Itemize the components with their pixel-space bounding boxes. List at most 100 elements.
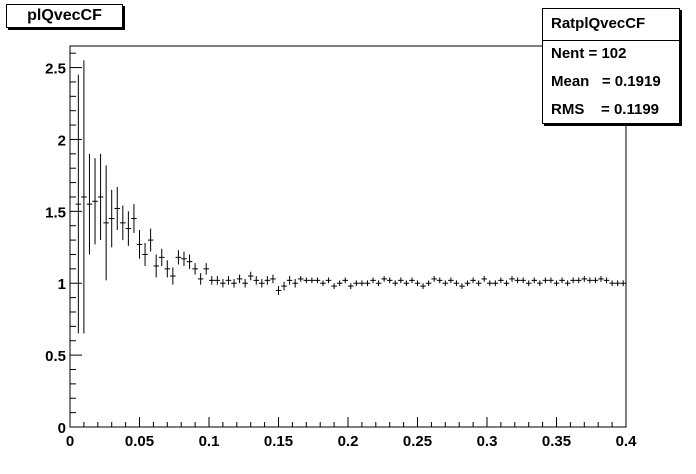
data-point [531, 277, 538, 284]
data-point [542, 277, 549, 284]
x-tick-label: 0.2 [338, 433, 359, 450]
data-point [620, 280, 626, 287]
data-point [320, 280, 326, 287]
data-point [475, 280, 482, 287]
y-tick-label: 0 [58, 420, 66, 437]
data-point [598, 276, 604, 282]
data-point [592, 277, 599, 284]
data-point [136, 230, 143, 259]
data-point [342, 277, 348, 284]
stats-rms-value: 0.1199 [613, 101, 660, 118]
data-point [487, 280, 493, 287]
data-point [453, 280, 460, 287]
data-point [281, 281, 287, 291]
data-point [364, 280, 371, 287]
data-point [509, 276, 515, 282]
data-point [92, 158, 98, 245]
data-point [442, 280, 449, 287]
data-point [459, 283, 465, 289]
data-point [309, 277, 315, 284]
data-point [370, 277, 376, 284]
data-point [537, 280, 543, 287]
data-point [336, 280, 343, 287]
data-point [587, 277, 593, 284]
data-point [286, 276, 293, 285]
y-tick-label: 1 [58, 276, 66, 293]
stats-entries-value: 102 [601, 45, 627, 62]
data-point [448, 277, 454, 284]
data-point [503, 280, 510, 287]
data-point [520, 277, 526, 284]
data-point [131, 204, 137, 233]
data-point [81, 60, 87, 334]
data-point [420, 283, 426, 289]
data-point [498, 277, 504, 284]
x-tick-label: 0.4 [616, 433, 638, 450]
data-point [470, 277, 476, 284]
data-point [359, 280, 365, 287]
data-point [236, 274, 243, 284]
data-point [142, 242, 148, 266]
data-point [231, 278, 237, 288]
x-tick-label: 0 [66, 433, 74, 450]
data-point [225, 276, 232, 285]
data-point [259, 278, 265, 288]
stats-equals-sign: = [593, 73, 611, 90]
data-point [158, 248, 165, 266]
y-tick-label: 2.5 [45, 61, 66, 78]
data-point [425, 280, 432, 287]
x-tick-label: 0.1 [199, 433, 220, 450]
data-point [108, 189, 115, 248]
data-point [270, 274, 276, 284]
data-point [414, 280, 421, 287]
data-point [186, 254, 193, 269]
data-point [548, 277, 554, 284]
stats-mean-label: Mean [551, 73, 590, 90]
data-point [209, 276, 215, 285]
data-point [86, 153, 93, 255]
x-tick-label: 0.15 [264, 433, 293, 450]
stats-histogram-name: RatplQvecCF [551, 15, 646, 32]
data-point [431, 276, 437, 282]
stats-box: RatplQvecCF Nent = 102 Mean = 0.1919 RMS… [542, 8, 680, 124]
data-point [192, 263, 198, 275]
data-point [575, 277, 582, 284]
stats-rms-row: RMS = 0.1199 [551, 101, 659, 118]
data-point [125, 211, 132, 246]
y-tick-label: 1.5 [45, 204, 66, 221]
data-point [170, 267, 176, 285]
data-point [492, 280, 499, 287]
data-point [603, 277, 610, 284]
data-point [348, 283, 354, 289]
data-point [297, 276, 304, 282]
x-tick-label: 0.05 [125, 433, 154, 450]
data-point [392, 280, 399, 287]
data-point [253, 276, 260, 285]
data-point [292, 278, 298, 288]
data-point [514, 277, 521, 284]
data-point [275, 286, 282, 295]
data-point [436, 277, 443, 284]
data-point [314, 277, 321, 284]
data-point [525, 280, 532, 287]
data-point [97, 153, 104, 241]
data-point [175, 250, 182, 265]
data-point [353, 280, 360, 287]
data-point [581, 276, 588, 282]
data-point [75, 74, 82, 334]
data-point [120, 205, 126, 241]
data-point [114, 186, 121, 231]
stats-mean-row: Mean = 0.1919 [551, 73, 661, 90]
data-point [247, 271, 254, 281]
histogram-title: plQvecCF [6, 4, 123, 28]
data-point [464, 280, 471, 287]
data-point [220, 278, 226, 288]
data-point [564, 280, 571, 287]
data-point [403, 280, 410, 287]
stats-equals-sign: = [588, 45, 598, 62]
data-point [375, 280, 382, 287]
stats-divider [543, 40, 679, 41]
data-point [325, 277, 332, 284]
data-point [164, 260, 171, 278]
